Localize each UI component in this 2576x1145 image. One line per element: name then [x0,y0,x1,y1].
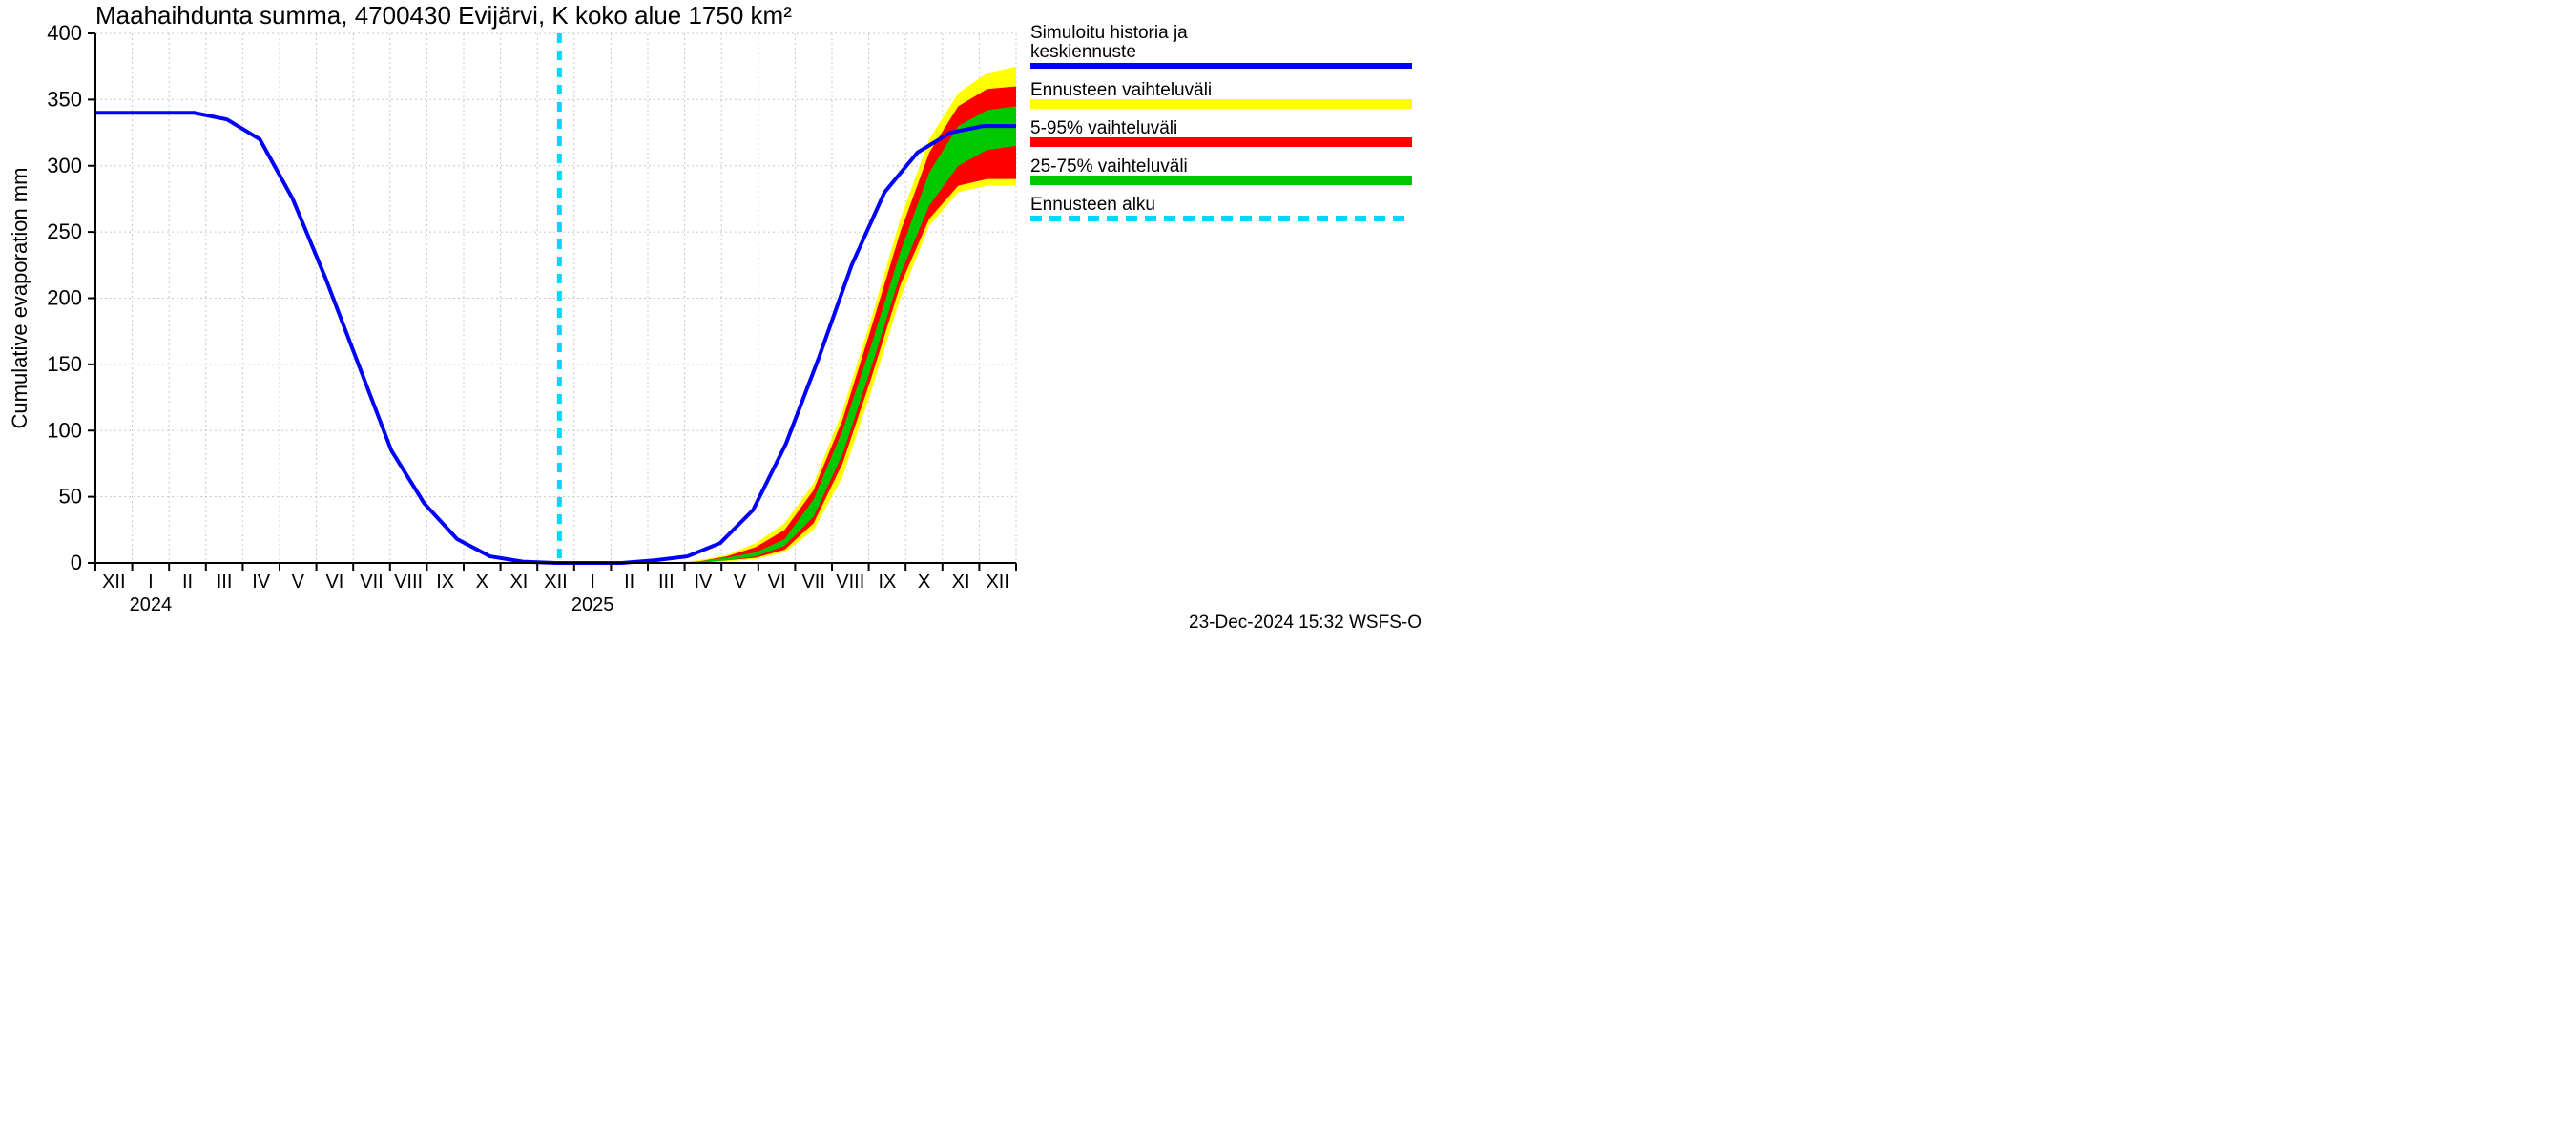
x-tick-label: XII [986,572,1008,593]
legend-swatch [1030,176,1412,185]
legend-label: keskiennuste [1030,42,1136,62]
legend-label: Ennusteen vaihteluväli [1030,80,1212,100]
x-tick-label: V [292,572,305,593]
chart-container: 050100150200250300350400XIIIIIIIIIVVVIVI… [0,0,1431,639]
x-tick-label: II [182,572,193,593]
footer-timestamp: 23-Dec-2024 15:32 WSFS-O [1189,613,1422,633]
x-tick-label: IX [878,572,896,593]
x-tick-label: II [624,572,634,593]
y-axis-label: Cumulative evaporation mm [8,168,31,429]
x-tick-label: X [918,572,930,593]
x-tick-label: VII [360,572,383,593]
y-tick-label: 50 [59,485,82,509]
x-tick-label: VI [768,572,786,593]
chart-svg: 050100150200250300350400XIIIIIIIIIVVVIVI… [0,0,1431,639]
y-tick-label: 0 [71,551,82,574]
x-tick-label: IV [694,572,713,593]
legend-label: 25-75% vaihteluväli [1030,156,1188,177]
x-tick-label: VII [801,572,824,593]
legend-swatch [1030,99,1412,109]
y-tick-label: 300 [47,154,82,177]
x-tick-label: XI [509,572,528,593]
legend-label: Simuloitu historia ja [1030,23,1188,43]
legend-label: Ennusteen alku [1030,195,1155,215]
y-tick-label: 250 [47,219,82,243]
legend: Simuloitu historia jakeskiennuste Ennuste… [1030,23,1412,219]
x-tick-label: V [734,572,747,593]
x-year-label: 2025 [571,594,614,615]
chart-title: Maahaihdunta summa, 4700430 Evijärvi, K … [95,1,792,30]
y-tick-label: 150 [47,352,82,376]
x-tick-label: IX [436,572,454,593]
x-tick-label: X [476,572,488,593]
y-tick-label: 100 [47,418,82,442]
x-tick-label: XI [952,572,970,593]
x-tick-label: VIII [394,572,423,593]
x-year-label: 2024 [130,594,173,615]
x-tick-label: III [658,572,675,593]
y-tick-label: 200 [47,286,82,310]
x-tick-label: VIII [836,572,864,593]
x-tick-label: I [148,572,154,593]
x-tick-label: XII [102,572,125,593]
x-tick-label: VI [325,572,343,593]
x-tick-label: III [217,572,233,593]
legend-swatch [1030,137,1412,147]
x-tick-label: IV [252,572,271,593]
y-tick-label: 400 [47,21,82,45]
y-tick-label: 350 [47,87,82,111]
x-tick-label: XII [544,572,567,593]
x-tick-label: I [590,572,595,593]
legend-label: 5-95% vaihteluväli [1030,118,1177,138]
